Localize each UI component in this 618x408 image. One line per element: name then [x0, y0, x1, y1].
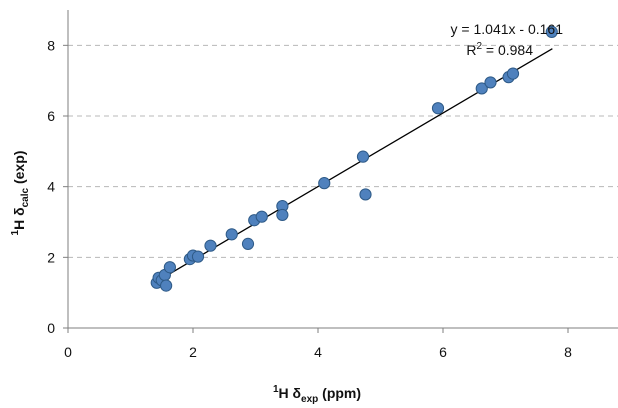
- data-point: [506, 67, 520, 80]
- x-tick-label: 8: [564, 344, 572, 360]
- y-axis-title: 1H δcalc (exp): [10, 151, 31, 236]
- data-point: [356, 150, 370, 163]
- data-point: [191, 250, 205, 263]
- r-squared-label: R2 = 0.984: [466, 41, 533, 58]
- x-tick-label: 0: [64, 344, 72, 360]
- x-axis-title: 1H δexp (ppm): [273, 384, 361, 405]
- data-point: [475, 82, 488, 95]
- data-point: [204, 239, 217, 252]
- regression-equation: y = 1.041x - 0.161: [451, 21, 564, 37]
- y-tick-label: 8: [47, 37, 55, 53]
- axis-ticks: 0 2 4 6 8 0 2 4 6 8: [47, 37, 572, 360]
- data-point: [160, 279, 173, 292]
- data-point: [163, 261, 176, 274]
- y-tick-label: 4: [47, 179, 55, 195]
- x-tick-label: 6: [439, 344, 447, 360]
- data-point: [359, 188, 372, 201]
- data-point: [276, 208, 289, 222]
- data-points: [150, 25, 558, 292]
- x-tick-label: 2: [189, 344, 197, 360]
- x-tick-label: 4: [314, 344, 322, 360]
- axes: [67, 10, 618, 329]
- data-point: [545, 25, 558, 39]
- data-point: [241, 237, 255, 251]
- data-point: [431, 102, 445, 115]
- data-point: [484, 76, 497, 89]
- data-point: [255, 210, 268, 223]
- y-tick-label: 2: [47, 249, 55, 265]
- data-point: [225, 228, 238, 241]
- y-tick-label: 6: [47, 108, 55, 124]
- gridlines: [68, 44, 618, 258]
- data-point: [318, 177, 331, 190]
- y-tick-label: 0: [47, 320, 55, 336]
